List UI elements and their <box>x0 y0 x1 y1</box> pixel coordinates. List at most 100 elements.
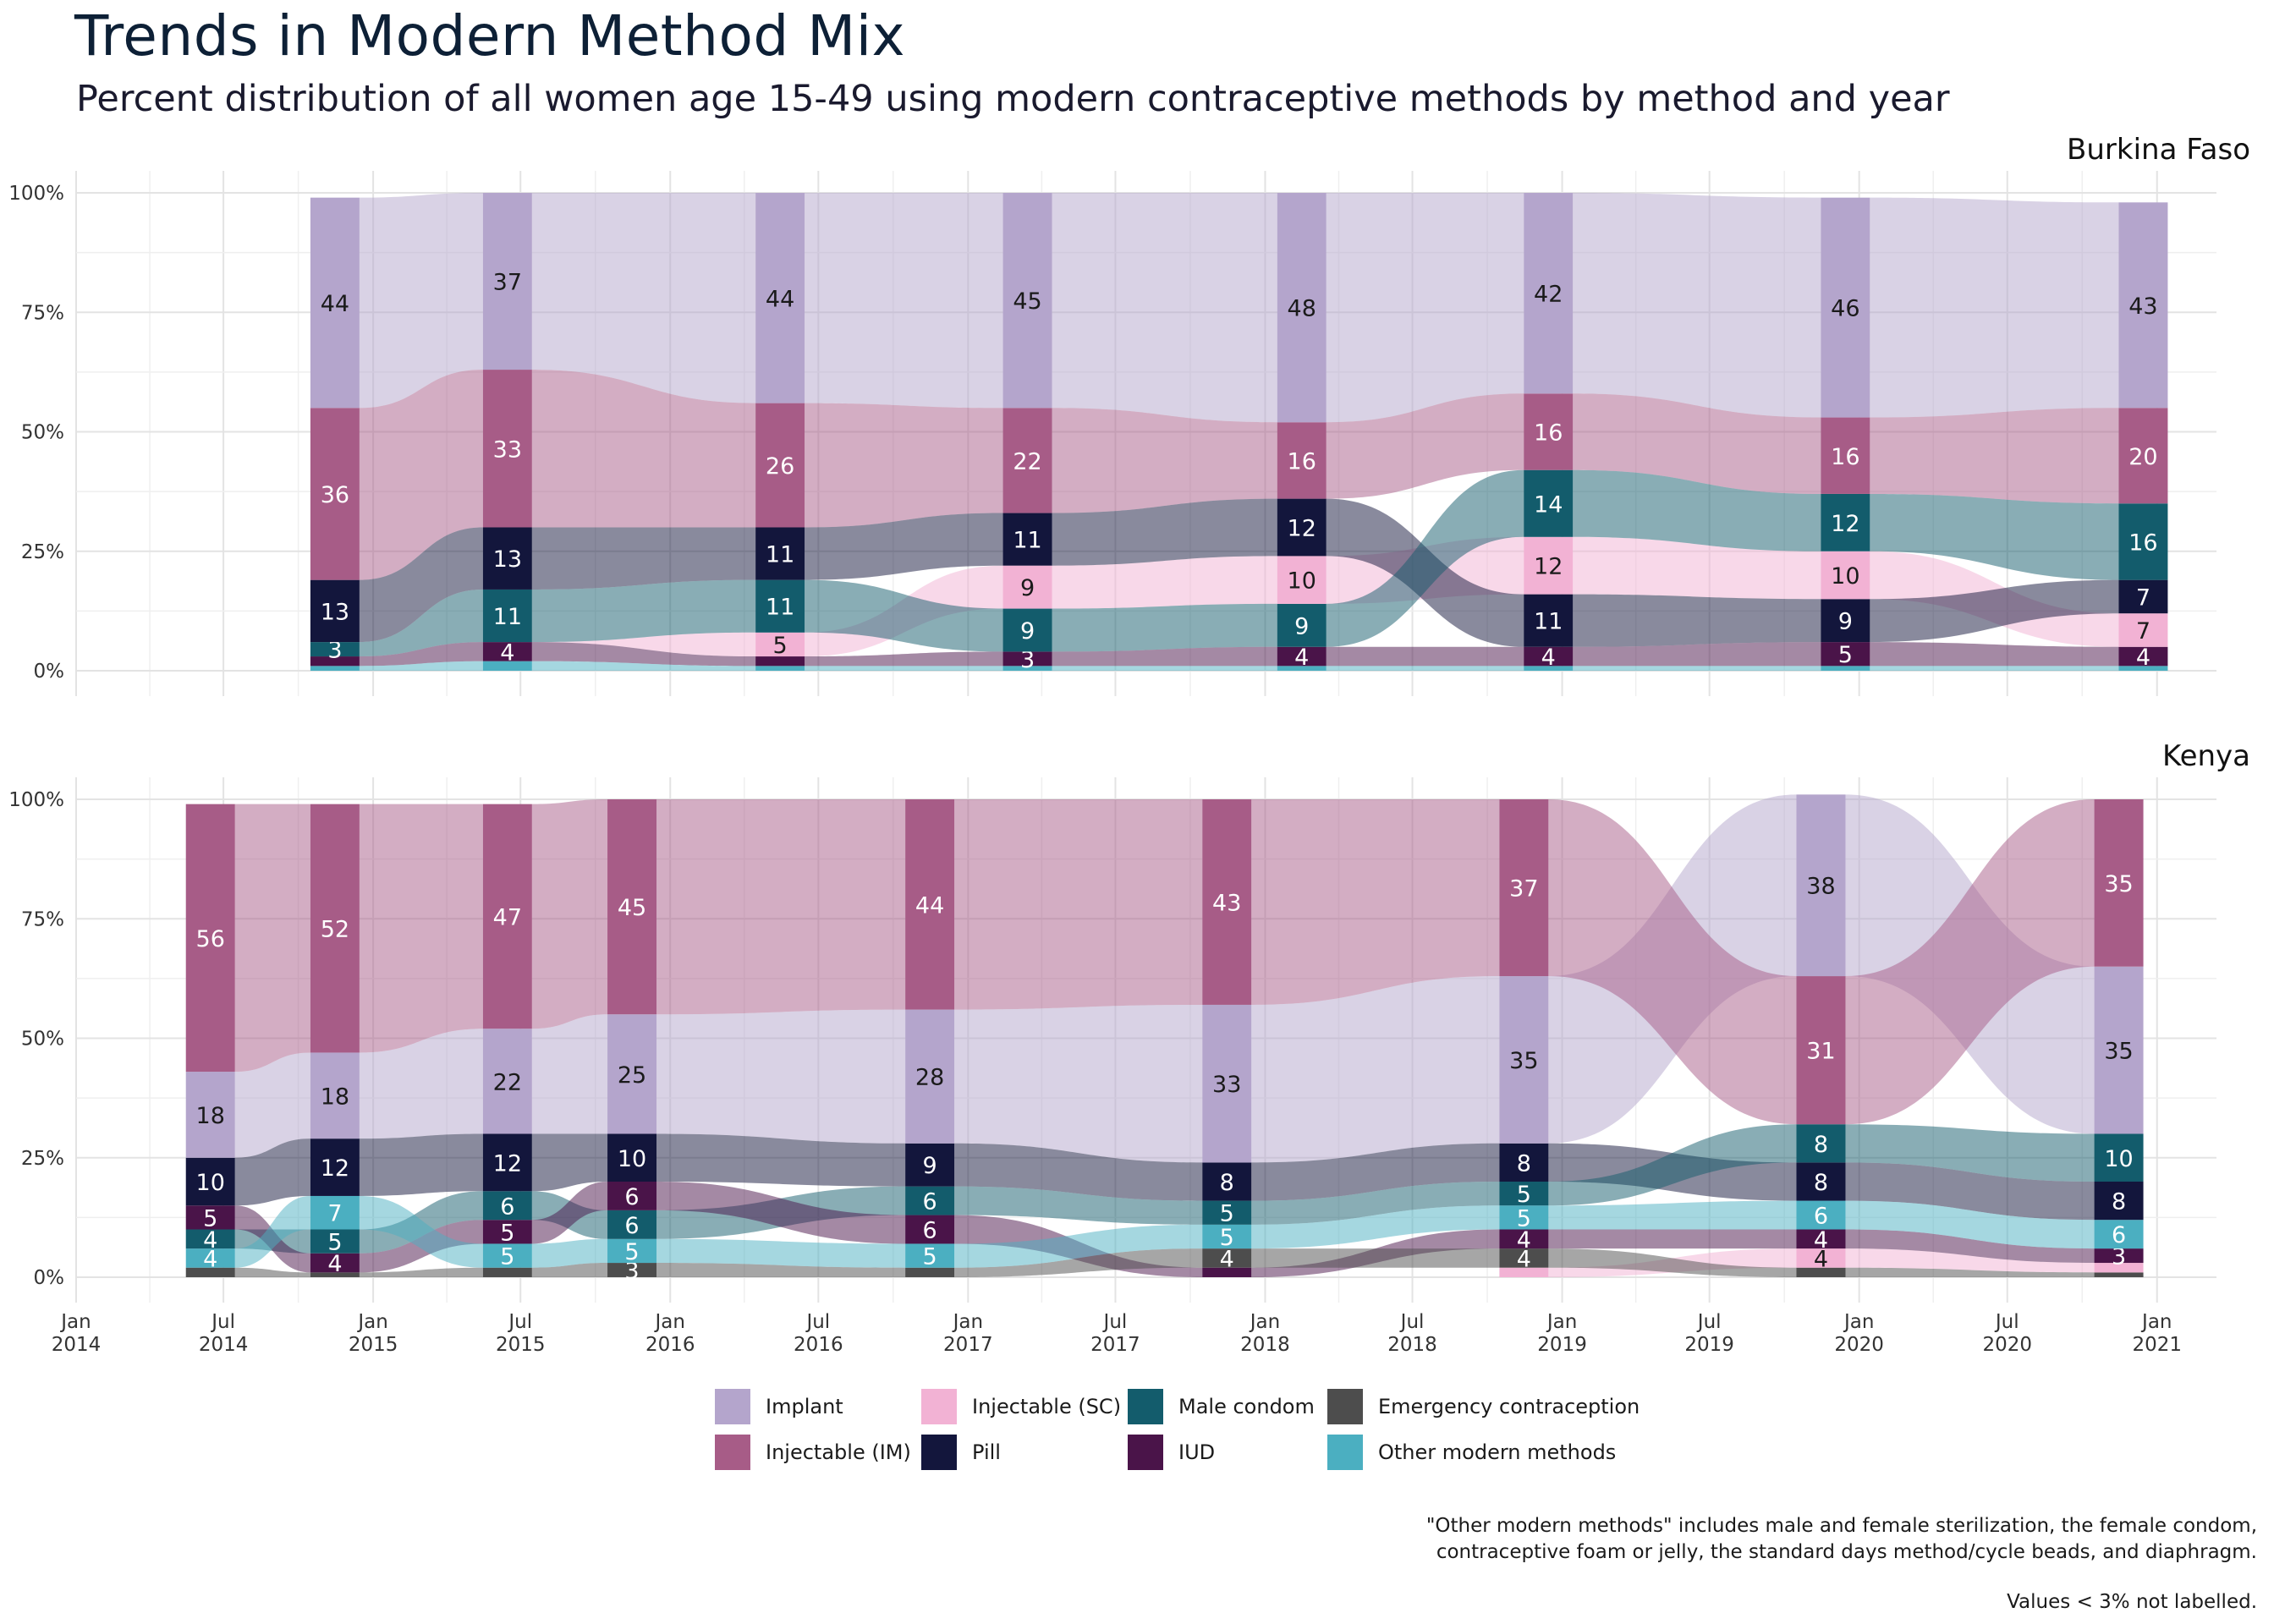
ribbon-other-modern-methods <box>531 1238 608 1268</box>
ribbon-pill <box>531 1133 608 1192</box>
bar-implant-2014-06 <box>185 1072 235 1158</box>
bar-implant-2018-11 <box>1499 976 1549 1144</box>
ribbon-male-condom <box>1251 1182 1500 1225</box>
bar-male-condom-2016-05 <box>755 579 805 633</box>
data-label-pill-2017-11: 8 <box>1220 1170 1234 1196</box>
data-label-other-modern-methods-2020-11: 6 <box>2112 1222 2126 1248</box>
bar-implant-2015-11 <box>607 1014 657 1134</box>
legend-swatch-pill <box>921 1435 957 1470</box>
ribbon-injectable-im <box>1845 799 2095 1125</box>
bar-pill-2015-11 <box>607 1133 657 1182</box>
ribbon-male-condom <box>805 579 1003 652</box>
data-label-pill-2014-06: 10 <box>196 1170 225 1196</box>
data-label-male-condom-2019-11: 8 <box>1814 1132 1828 1158</box>
ribbon-iud <box>531 1182 608 1244</box>
bar-other-modern-methods-2018-12 <box>1524 666 1574 671</box>
data-label-injectable-sc-2019-12: 10 <box>1831 563 1859 590</box>
y-tick-label: 75% <box>21 302 64 324</box>
bar-other-modern-methods-2015-11 <box>607 1238 657 1264</box>
x-tick-label: Jan <box>59 1311 91 1333</box>
x-tick-label: Jan <box>1546 1311 1577 1333</box>
data-label-iud-2015-06: 5 <box>500 1220 514 1246</box>
bar-emergency-contraception-2017-11 <box>1202 1248 1252 1268</box>
data-label-implant-2018-11: 35 <box>1509 1048 1538 1074</box>
x-tick-label: 2021 <box>2133 1334 2183 1356</box>
bar-iud-2019-11 <box>1796 1229 1846 1249</box>
data-label-injectable-sc-2020-12: 7 <box>2136 618 2150 645</box>
data-label-male-condom-2014-11: 3 <box>327 638 342 664</box>
bars-burkina-faso: 3133644411133337511112644399112245491012… <box>310 193 2168 673</box>
ribbon-male-condom <box>1870 493 2119 580</box>
data-label-male-condom-2016-05: 11 <box>766 595 794 621</box>
data-label-male-condom-2015-06: 11 <box>493 604 522 630</box>
legend: Implant Injectable (SC) Male condom Emer… <box>715 1389 1649 1470</box>
legend-label-emergency-contraception: Emergency contraception <box>1378 1395 1640 1418</box>
ribbon-pill <box>1052 498 1277 566</box>
data-label-pill-2018-11: 8 <box>1517 1150 1531 1177</box>
legend-swatch-other-modern-methods <box>1327 1435 1363 1470</box>
y-tick-label: 50% <box>21 1029 64 1051</box>
legend-label-injectable-sc: Injectable (SC) <box>972 1395 1122 1418</box>
data-label-implant-2018-12: 42 <box>1534 282 1563 308</box>
ribbons-kenya <box>234 794 2095 1277</box>
legend-label-other-modern-methods: Other modern methods <box>1378 1440 1617 1464</box>
ribbon-other-modern-methods <box>1052 666 1277 671</box>
bar-other-modern-methods-2016-11 <box>905 1243 955 1268</box>
ribbon-injectable-sc <box>531 632 756 657</box>
x-tick-label: Jan <box>356 1311 387 1333</box>
data-label-pill-2018-02: 12 <box>1288 516 1316 542</box>
data-label-pill-2018-12: 11 <box>1534 609 1563 635</box>
data-label-male-condom-2019-12: 12 <box>1831 511 1859 537</box>
x-tick-label: 2016 <box>645 1334 695 1356</box>
bar-iud-2020-11 <box>2094 1248 2144 1264</box>
x-tick-label: Jan <box>1249 1311 1280 1333</box>
data-label-male-condom-2015-11: 6 <box>624 1213 639 1239</box>
panel-kenya: 0%25%50%75%100%Kenya44510185645712185255… <box>8 739 2250 1303</box>
ribbon-implant <box>656 1009 906 1144</box>
data-label-pill-2020-11: 8 <box>2112 1189 2126 1215</box>
ribbon-implant <box>805 193 1003 409</box>
data-label-other-modern-methods-2017-11: 5 <box>1220 1225 1234 1251</box>
bar-emergency-contraception-2019-11 <box>1796 1267 1846 1277</box>
bar-injectable-im-2016-05 <box>755 403 805 528</box>
data-label-male-condom-2015-06: 6 <box>500 1193 514 1220</box>
ribbon-injectable-im <box>1870 408 2119 504</box>
data-label-other-modern-methods-2015-06: 5 <box>500 1244 514 1270</box>
ribbon-injectable-im <box>1326 393 1524 499</box>
y-tick-label: 25% <box>21 541 64 563</box>
ribbon-other-modern-methods <box>1573 666 1821 671</box>
data-label-injectable-im-2017-03: 22 <box>1013 448 1041 475</box>
legend-item-implant: Implant <box>715 1389 921 1424</box>
data-label-male-condom-2014-06: 4 <box>203 1227 217 1254</box>
data-label-pill-2014-11: 13 <box>321 599 349 625</box>
data-label-injectable-sc-2018-02: 10 <box>1288 568 1316 595</box>
bar-pill-2017-03 <box>1002 513 1052 566</box>
bar-other-modern-methods-2019-11 <box>1796 1200 1846 1230</box>
bar-injectable-sc-2018-12 <box>1524 536 1574 595</box>
x-tick-label: 2018 <box>1387 1334 1437 1356</box>
legend-swatch-male-condom <box>1128 1389 1163 1424</box>
data-label-iud-2015-11: 6 <box>624 1184 639 1210</box>
bar-other-modern-methods-2016-05 <box>755 666 805 671</box>
bar-iud-2014-11 <box>310 1253 360 1273</box>
bar-male-condom-2020-11 <box>2094 1133 2144 1182</box>
bar-pill-2020-12 <box>2118 579 2168 614</box>
data-label-injectable-sc-2019-11: 4 <box>1814 1246 1828 1272</box>
data-label-pill-2016-05: 11 <box>766 542 794 568</box>
ribbon-other-modern-methods <box>1251 1205 1500 1249</box>
data-label-iud-2014-06: 5 <box>203 1205 217 1232</box>
data-label-injectable-im-2015-06: 47 <box>493 904 522 930</box>
ribbon-implant <box>1573 193 1821 418</box>
ribbon-iud <box>1548 1229 1797 1249</box>
x-tick-label: 2020 <box>1834 1334 1884 1356</box>
bar-injectable-sc-2018-02 <box>1277 556 1326 604</box>
ribbon-other-modern-methods <box>531 661 756 671</box>
ribbon-iud <box>1573 642 1821 667</box>
bar-implant-2018-12 <box>1524 193 1574 394</box>
data-label-iud-2020-11: 3 <box>2112 1244 2126 1270</box>
ribbon-other-modern-methods <box>1326 666 1524 671</box>
bar-emergency-contraception-2014-06 <box>185 1267 235 1277</box>
data-label-male-condom-2020-11: 10 <box>2104 1146 2133 1172</box>
data-label-pill-2016-11: 9 <box>923 1153 937 1179</box>
data-label-injectable-im-2018-12: 16 <box>1534 420 1563 447</box>
